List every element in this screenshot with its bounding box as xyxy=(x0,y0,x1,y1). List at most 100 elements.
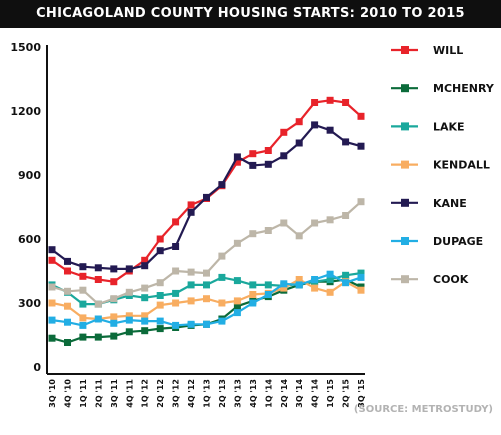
legend-label: KENDALL xyxy=(433,159,490,172)
data-point xyxy=(295,281,303,289)
data-point xyxy=(249,281,257,289)
chart-title: CHICAGOLAND COUNTY HOUSING STARTS: 2010 … xyxy=(0,0,501,28)
legend-label: WILL xyxy=(433,44,463,57)
data-point xyxy=(79,314,87,322)
data-point xyxy=(218,252,226,260)
x-tick-label: 1Q '14 xyxy=(264,379,273,408)
data-point xyxy=(249,230,257,238)
x-tick-label: 3Q '14 xyxy=(295,379,304,408)
data-point xyxy=(125,265,133,273)
data-point xyxy=(326,216,334,224)
data-point xyxy=(125,328,133,336)
data-point xyxy=(218,317,226,325)
axes xyxy=(46,45,365,375)
series-kendall xyxy=(48,276,365,323)
data-point xyxy=(79,286,87,294)
legend-item-kane: KANE xyxy=(391,197,467,210)
data-point xyxy=(326,288,334,296)
data-point xyxy=(141,312,149,320)
x-tick-label: 3Q '10 xyxy=(48,379,57,408)
series-cook xyxy=(48,198,365,308)
data-point xyxy=(156,247,164,255)
data-point xyxy=(342,279,350,287)
data-point xyxy=(141,262,149,270)
x-tick-label: 2Q '15 xyxy=(342,379,351,408)
data-point xyxy=(48,299,56,307)
data-point xyxy=(110,313,118,321)
data-point xyxy=(187,208,195,216)
data-point xyxy=(156,325,164,333)
data-point xyxy=(218,273,226,281)
legend-swatch-marker xyxy=(401,160,409,169)
data-point xyxy=(342,212,350,219)
legend-swatch-marker xyxy=(401,46,409,54)
data-point xyxy=(110,295,118,303)
data-point xyxy=(326,126,334,134)
data-point xyxy=(141,284,149,292)
data-point xyxy=(326,96,334,104)
data-point xyxy=(357,198,365,206)
data-point xyxy=(264,160,272,168)
data-point xyxy=(141,256,149,264)
data-point xyxy=(79,333,87,341)
legend-item-mchenry: MCHENRY xyxy=(391,82,495,95)
data-point xyxy=(156,292,164,299)
data-point xyxy=(172,299,180,307)
data-point xyxy=(48,334,56,342)
data-point xyxy=(233,239,241,247)
x-tick-label: 3Q '13 xyxy=(233,379,242,408)
data-point xyxy=(125,288,133,296)
data-point xyxy=(94,315,102,323)
data-point xyxy=(64,318,71,326)
data-point xyxy=(48,316,56,324)
data-point xyxy=(187,297,195,305)
data-point xyxy=(295,139,303,147)
legend-label: LAKE xyxy=(433,120,465,133)
data-point xyxy=(172,321,180,329)
data-point xyxy=(172,267,180,275)
data-point xyxy=(311,276,319,283)
data-point xyxy=(48,256,56,264)
data-point xyxy=(233,302,241,310)
x-tick-label: 4Q '13 xyxy=(249,379,258,408)
legend: WILL MCHENRY LAKE KENDALL KANE DUPAGE COOK xyxy=(391,44,495,286)
data-point xyxy=(249,161,257,169)
data-point xyxy=(342,271,350,279)
data-point xyxy=(156,279,164,287)
data-point xyxy=(156,235,164,243)
legend-label: DUPAGE xyxy=(433,235,483,248)
data-point xyxy=(48,246,56,254)
data-point xyxy=(233,297,241,305)
x-tick-label: 3Q '11 xyxy=(110,379,119,408)
data-point xyxy=(64,267,71,275)
legend-item-dupage: DUPAGE xyxy=(391,235,483,248)
data-point xyxy=(249,299,257,307)
legend-item-lake: LAKE xyxy=(391,120,465,133)
legend-item-cook: COOK xyxy=(391,273,469,286)
data-point xyxy=(125,312,133,320)
data-point xyxy=(94,264,102,272)
data-point xyxy=(326,270,334,278)
y-tick-label: 1200 xyxy=(10,105,41,118)
data-point xyxy=(218,181,226,189)
x-tick-label: 1Q '15 xyxy=(326,379,335,408)
data-point xyxy=(156,317,164,325)
data-point xyxy=(233,309,241,317)
data-point xyxy=(357,142,365,150)
legend-swatch-marker xyxy=(401,237,409,245)
data-point xyxy=(172,218,180,226)
data-point xyxy=(203,193,210,201)
x-tick-label: 1Q '13 xyxy=(203,379,212,408)
data-point xyxy=(203,269,210,277)
data-point xyxy=(64,287,71,295)
data-point xyxy=(280,128,288,136)
x-tick-label: 2Q '14 xyxy=(280,379,289,408)
data-point xyxy=(172,243,180,250)
y-tick-label: 1500 xyxy=(10,41,41,54)
data-point xyxy=(295,276,303,283)
series-dupage xyxy=(48,270,365,329)
data-point xyxy=(311,99,319,106)
data-point xyxy=(218,299,226,307)
data-point xyxy=(187,201,195,209)
